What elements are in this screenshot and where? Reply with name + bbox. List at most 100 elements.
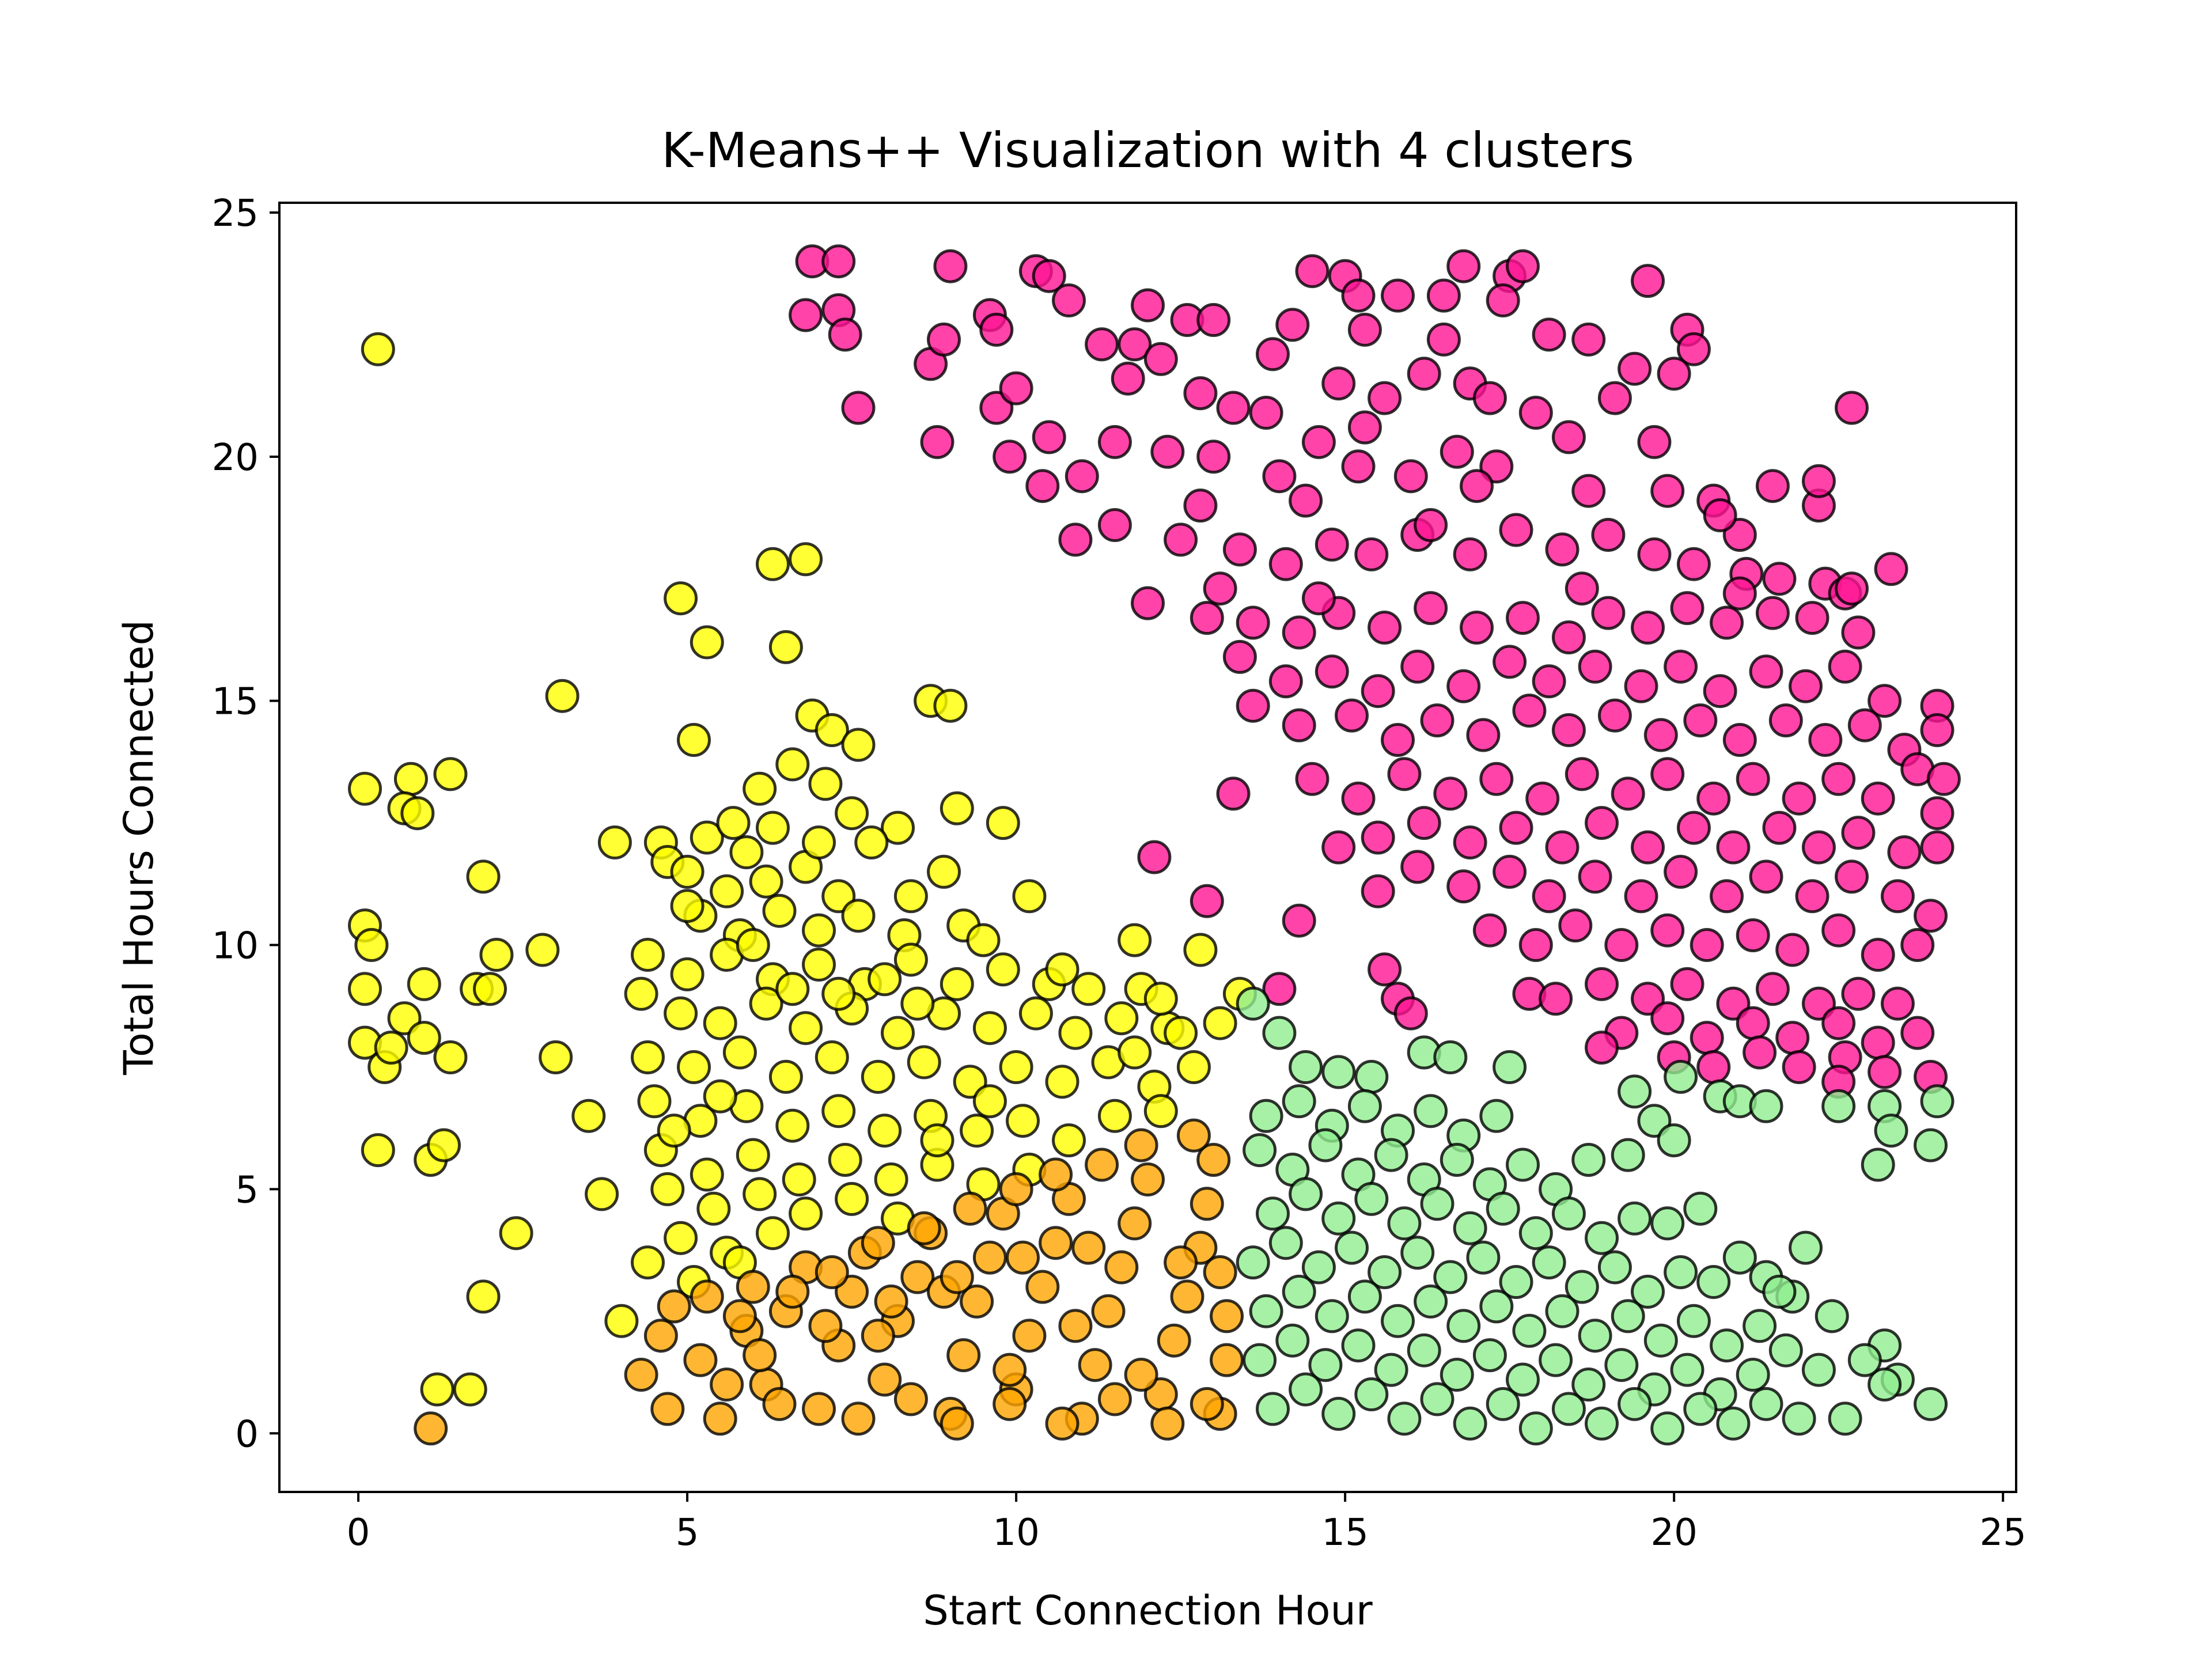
cluster-2-point (821, 1094, 856, 1128)
cluster-3-point (953, 1191, 987, 1226)
cluster-4-point (1722, 1240, 1757, 1275)
cluster-4-point (1506, 1362, 1540, 1397)
cluster-2-point (348, 972, 382, 1006)
cluster-4-point (1256, 1196, 1290, 1231)
cluster-4-point (1618, 1387, 1652, 1421)
cluster-1-point (1736, 762, 1770, 796)
cluster-1-point (1460, 469, 1494, 503)
cluster-3-point (690, 1279, 724, 1314)
cluster-2-point (631, 1245, 665, 1280)
cluster-1-point (1321, 830, 1356, 865)
cluster-4-point (1565, 1270, 1599, 1304)
cluster-4-point (1374, 1138, 1408, 1172)
cluster-4-point (1789, 1230, 1823, 1265)
x-tick-label: 10 (993, 1512, 1039, 1554)
cluster-2-point (960, 1113, 994, 1148)
cluster-2-point (861, 1059, 895, 1094)
cluster-1-point (1631, 264, 1665, 298)
cluster-1-point (1183, 488, 1218, 523)
cluster-2-point (604, 1304, 639, 1338)
cluster-1-point (1835, 571, 1869, 606)
cluster-4-point (1532, 1245, 1566, 1280)
cluster-1-point (1565, 571, 1599, 606)
cluster-4-point (1914, 1128, 1948, 1162)
cluster-2-point (927, 854, 961, 889)
cluster-1-point (1532, 879, 1566, 914)
cluster-4-point (1571, 1368, 1606, 1402)
cluster-2-point (789, 1011, 823, 1046)
cluster-1-point (1493, 854, 1527, 889)
cluster-2-point (775, 1108, 810, 1143)
cluster-2-point (585, 1177, 619, 1211)
cluster-1-point (1591, 518, 1626, 552)
cluster-4-point (1604, 1348, 1639, 1382)
cluster-1-point (1637, 425, 1672, 459)
cluster-4-point (1236, 986, 1270, 1021)
cluster-2-point (768, 630, 803, 664)
cluster-2-point (743, 771, 777, 806)
cluster-2-point (433, 757, 468, 791)
y-tick-label: 0 (235, 1413, 259, 1456)
cluster-1-point (1222, 532, 1257, 567)
cluster-1-point (920, 425, 955, 459)
cluster-1-point (1052, 283, 1086, 317)
cluster-2-point (433, 1040, 468, 1074)
cluster-2-point (407, 1021, 441, 1055)
cluster-1-point (1446, 669, 1481, 703)
cluster-4-point (1664, 1255, 1698, 1289)
cluster-1-point (1571, 474, 1606, 508)
cluster-2-point (499, 1216, 533, 1251)
cluster-4-point (1466, 1240, 1501, 1275)
cluster-1-point (1657, 357, 1691, 391)
cluster-1-point (821, 244, 856, 279)
cluster-2-point (802, 825, 836, 859)
cluster-1-point (1341, 781, 1376, 816)
cluster-2-point (453, 1372, 487, 1407)
cluster-1-point (1650, 913, 1685, 948)
cluster-1-point (1828, 649, 1862, 684)
cluster-1-point (1670, 591, 1705, 626)
cluster-1-point (1696, 781, 1731, 816)
cluster-4-point (1453, 1406, 1487, 1441)
cluster-2-point (841, 728, 876, 762)
cluster-2-point (868, 962, 902, 997)
cluster-1-point (1914, 899, 1948, 933)
cluster-3-point (993, 1387, 1027, 1421)
cluster-4-point (1308, 1128, 1343, 1162)
cluster-1-point (1282, 615, 1316, 650)
cluster-2-point (690, 1157, 724, 1192)
cluster-1-point (1841, 816, 1876, 850)
cluster-4-point (1821, 1089, 1856, 1123)
cluster-1-point (1618, 351, 1652, 386)
cluster-1-point (1887, 835, 1922, 869)
cluster-2-point (999, 1050, 1033, 1084)
cluster-2-point (1052, 1123, 1086, 1158)
cluster-4-point (1571, 1143, 1606, 1177)
cluster-4-point (1479, 1289, 1514, 1324)
y-axis-label: Total Hours Connected (115, 620, 162, 1075)
cluster-4-point (1828, 1402, 1862, 1436)
cluster-4-point (1387, 1402, 1422, 1436)
cluster-1-point (1321, 366, 1356, 401)
x-tick-label: 15 (1321, 1512, 1368, 1554)
cluster-1-point (1361, 874, 1395, 908)
cluster-4-point (1768, 1333, 1803, 1368)
cluster-1-point (993, 440, 1027, 474)
cluster-1-point (1387, 757, 1422, 791)
cluster-4-point (1539, 1343, 1573, 1377)
cluster-4-point (1847, 1343, 1882, 1377)
cluster-1-point (1414, 508, 1448, 542)
cluster-1-point (1256, 337, 1290, 372)
cluster-3-point (743, 1338, 777, 1373)
cluster-4-point (1618, 1201, 1652, 1236)
cluster-1-point (1479, 762, 1514, 796)
cluster-4-point (1618, 1074, 1652, 1109)
cluster-1-point (1143, 342, 1178, 376)
cluster-2-point (1118, 923, 1152, 957)
cluster-4-point (1236, 1245, 1270, 1280)
cluster-1-point (1433, 777, 1468, 811)
cluster-2-point (677, 1050, 711, 1084)
cluster-4-point (1743, 1309, 1777, 1343)
cluster-2-point (670, 889, 704, 923)
cluster-2-point (835, 1181, 869, 1216)
